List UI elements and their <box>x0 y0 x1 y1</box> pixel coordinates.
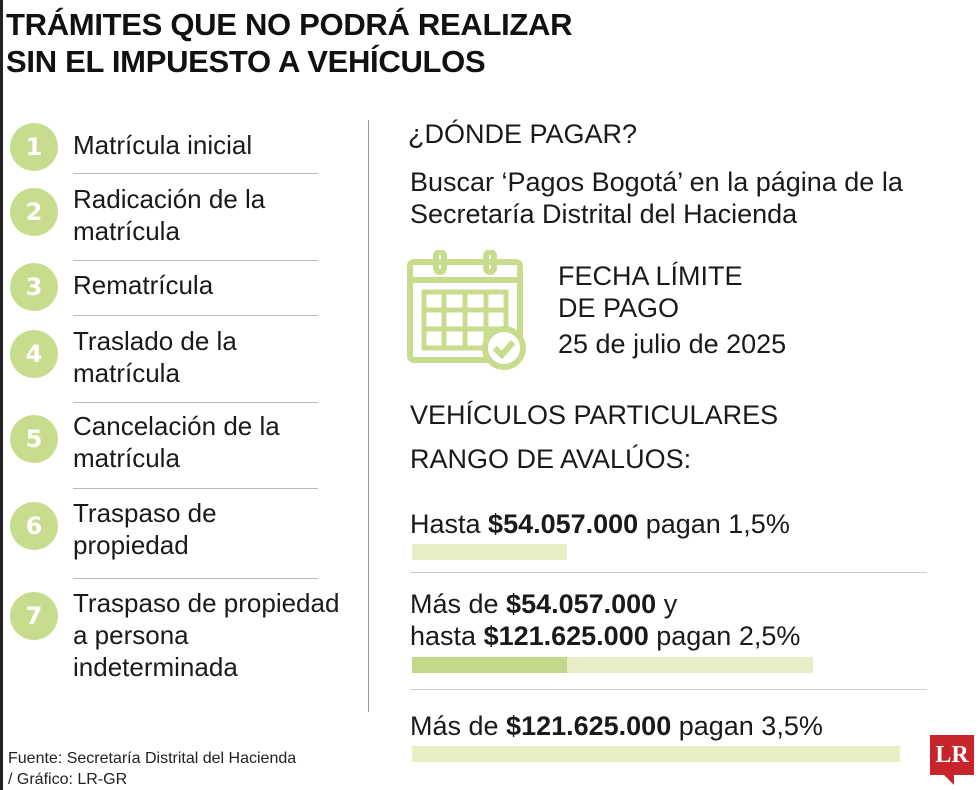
number-badge: 7 <box>10 592 58 640</box>
column-divider <box>368 120 369 712</box>
list-item: 7 Traspaso de propiedad a persona indeter… <box>10 588 353 683</box>
number-badge: 5 <box>10 415 58 463</box>
number-badge: 6 <box>10 502 58 550</box>
source-line: / Gráfico: LR-GR <box>8 771 128 788</box>
divider <box>73 315 318 316</box>
deadline-heading-line: DE PAGO <box>558 293 680 323</box>
divider <box>73 488 318 489</box>
left-edge <box>0 0 3 790</box>
rate-bar-1 <box>412 544 567 560</box>
where-heading: ¿DÓNDE PAGAR? <box>408 119 638 149</box>
number-badge: 2 <box>10 188 58 236</box>
item-label: Rematrícula <box>73 270 214 300</box>
range-text: y <box>656 589 678 619</box>
item-label: Traslado de la matrícula <box>73 326 237 388</box>
range-1-text: Hasta $54.057.000 pagan 1,5% <box>410 508 790 540</box>
range-amount: $121.625.000 <box>506 711 672 741</box>
list-item: 2 Radicación de la matrícula <box>10 184 303 247</box>
item-label: Traspaso de propiedad a persona indeterm… <box>73 588 340 682</box>
range-text: Hasta <box>410 509 489 539</box>
vehicles-heading: VEHÍCULOS PARTICULARES <box>410 400 779 430</box>
range-amount: $121.625.000 <box>483 621 649 651</box>
rate-bar-3 <box>412 746 900 762</box>
item-label: Cancelación de la matrícula <box>73 411 280 473</box>
number-badge: 3 <box>10 263 58 311</box>
deadline-heading: FECHA LÍMITE DE PAGO <box>558 260 743 324</box>
calendar-check-icon <box>407 250 526 370</box>
divider <box>73 173 318 174</box>
number-badge: 1 <box>10 123 58 171</box>
item-label: Radicación de la matrícula <box>73 184 266 246</box>
range-text: pagan 3,5% <box>671 711 823 741</box>
range-text: pagan 2,5% <box>648 621 801 651</box>
page-title: TRÁMITES QUE NO PODRÁ REALIZAR SIN EL IM… <box>6 6 573 80</box>
list-item: 4 Traslado de la matrícula <box>10 326 273 389</box>
list-item: 1 Matrícula inicial <box>10 123 333 171</box>
range-text: hasta <box>410 621 484 651</box>
range-text: Más de <box>410 711 507 741</box>
range-amount: $54.057.000 <box>506 589 657 619</box>
lr-logo: LR <box>930 735 974 785</box>
list-item: 6 Traspaso de propiedad <box>10 498 243 561</box>
range-2-text: Más de $54.057.000 y hasta $121.625.000 p… <box>410 588 800 652</box>
source-note: Fuente: Secretaría Distrital del Haciend… <box>8 748 296 790</box>
vehicles-subheading: RANGO DE AVALÚOS: <box>410 444 692 474</box>
divider <box>410 689 927 690</box>
rate-bar-2-base <box>412 657 567 673</box>
divider <box>410 572 927 573</box>
divider <box>73 402 318 403</box>
range-amount: $54.057.000 <box>488 509 639 539</box>
item-label: Matrícula inicial <box>73 130 253 160</box>
title-line: TRÁMITES QUE NO PODRÁ REALIZAR <box>6 7 573 42</box>
item-label: Traspaso de propiedad <box>73 498 217 560</box>
source-line: Fuente: Secretaría Distrital del Haciend… <box>8 750 297 767</box>
list-item: 5 Cancelación de la matrícula <box>10 411 313 474</box>
list-item: 3 Rematrícula <box>10 263 333 311</box>
divider <box>73 260 318 261</box>
range-text: Más de <box>410 589 507 619</box>
divider <box>73 578 318 579</box>
number-badge: 4 <box>10 330 58 378</box>
title-line: SIN EL IMPUESTO A VEHÍCULOS <box>6 44 486 79</box>
deadline-date: 25 de julio de 2025 <box>558 329 787 359</box>
where-text: Buscar ‘Pagos Bogotá’ en la página de la… <box>410 167 903 229</box>
deadline-heading-line: FECHA LÍMITE <box>558 261 743 291</box>
range-3-text: Más de $121.625.000 pagan 3,5% <box>410 710 823 742</box>
range-text: pagan 1,5% <box>638 509 790 539</box>
